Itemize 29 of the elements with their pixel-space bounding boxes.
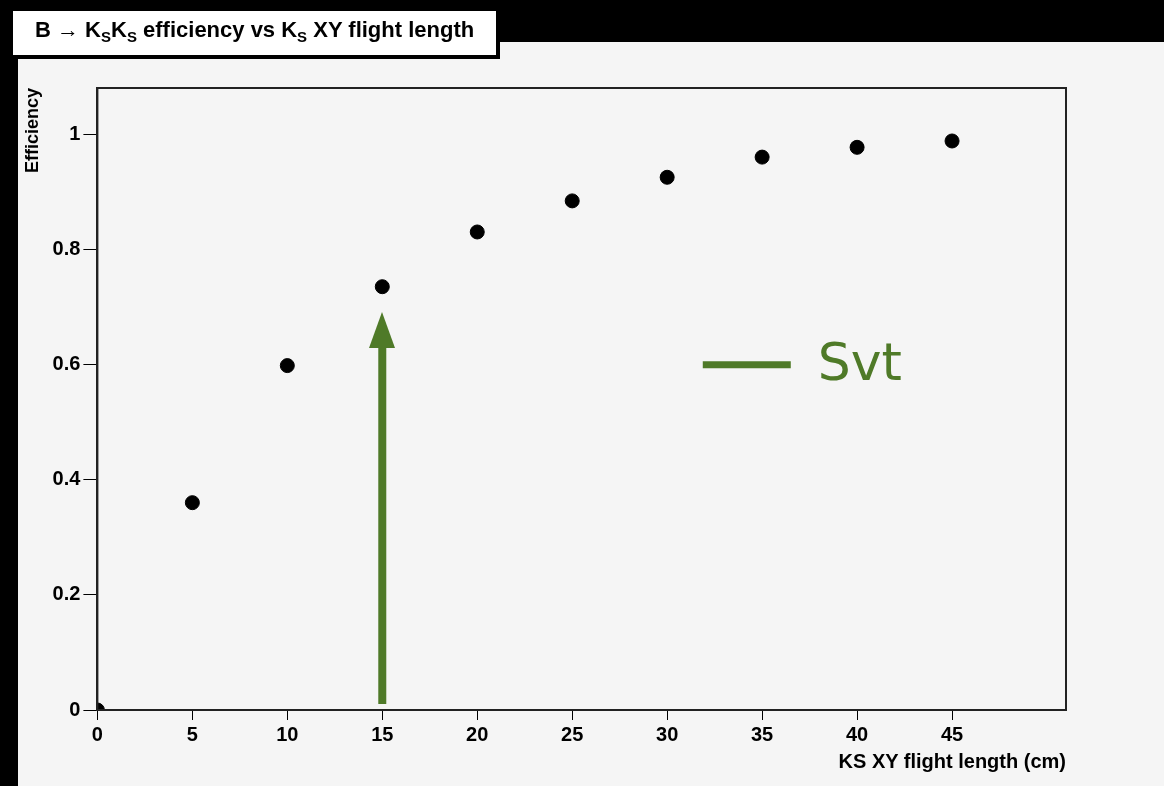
x-tick-label: 20 <box>466 722 489 745</box>
x-tick-label: 40 <box>845 722 869 745</box>
x-tick-label: 30 <box>656 722 679 745</box>
x-tick-label: 5 <box>186 722 198 745</box>
point <box>279 358 295 374</box>
point <box>849 139 865 155</box>
x-tick-label: 0 <box>91 722 103 745</box>
y-tick-label: 0.4 <box>52 467 82 490</box>
x-tick-label: 10 <box>276 722 299 745</box>
y-tick-label: 0.6 <box>52 351 81 374</box>
point <box>659 169 675 185</box>
y-tick-label: 0 <box>69 697 81 720</box>
x-tick-label: 45 <box>940 722 964 745</box>
y-axis-title: Efficiency <box>21 88 42 174</box>
x-axis-title: KS XY flight length (cm) <box>838 749 1066 772</box>
y-tick-label: 0.2 <box>52 582 81 605</box>
point <box>564 193 580 209</box>
x-tick-label: 35 <box>751 722 774 745</box>
ref-line-label: Svt <box>817 332 902 393</box>
y-tick-label: 0.8 <box>52 236 81 259</box>
point <box>469 224 485 240</box>
x-tick-label: 15 <box>371 722 394 745</box>
y-tick-label: 1 <box>69 121 81 144</box>
point <box>944 133 960 149</box>
point <box>374 279 390 295</box>
point <box>184 495 200 511</box>
x-tick-label: 25 <box>561 722 584 745</box>
point <box>754 149 770 165</box>
chart-title: B → K$_{S}$K$_{S}$ efficiency vs K$_{S}$ XY flight length <box>12 10 498 57</box>
